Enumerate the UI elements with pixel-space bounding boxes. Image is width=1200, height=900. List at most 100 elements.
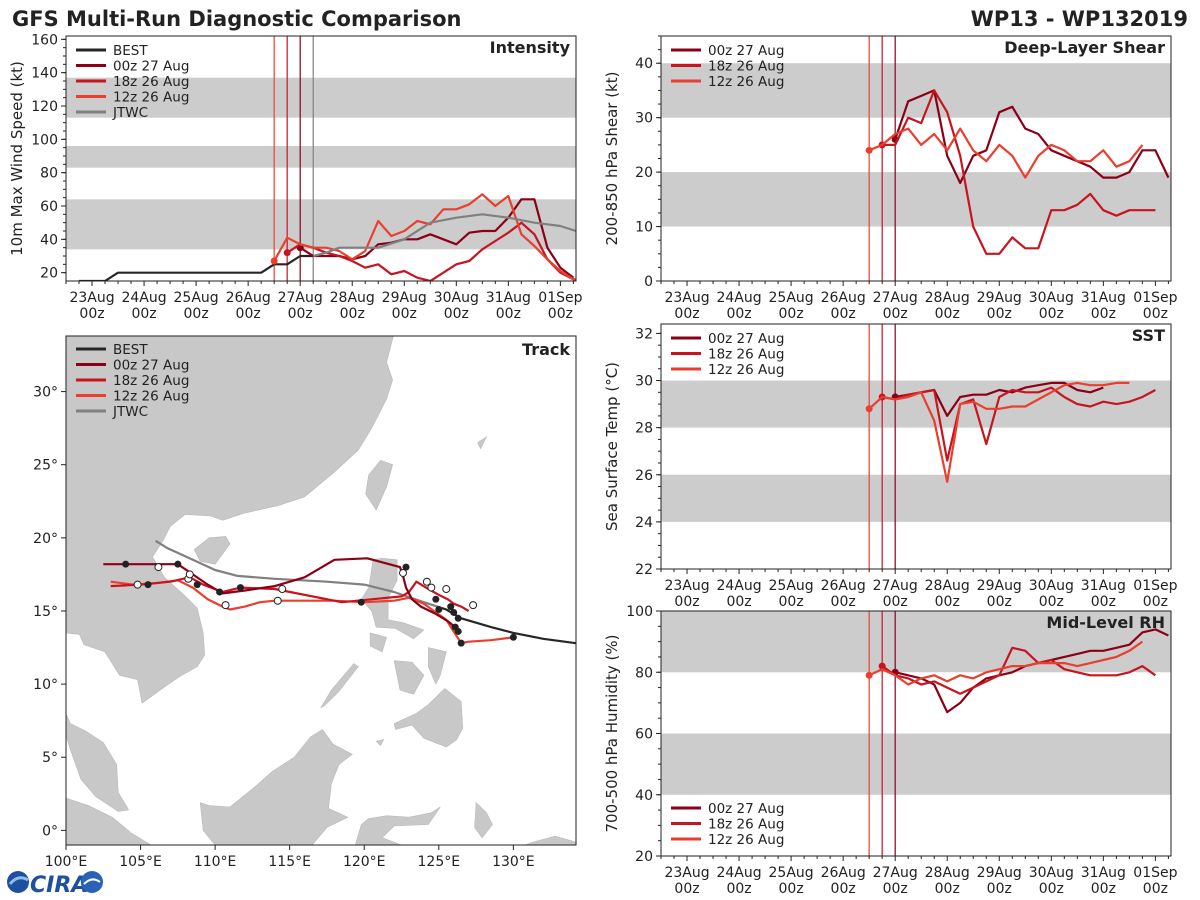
intensity-ytick-label: 140 <box>31 66 58 82</box>
rh-series-group <box>865 628 1169 714</box>
intensity-band-2 <box>66 77 576 118</box>
track-marker-filled-2-6 <box>144 581 152 589</box>
sst-band-1 <box>661 380 1171 428</box>
track-ytick-label: 0° <box>42 823 58 839</box>
storm-id: WP13 - WP132019 <box>971 7 1188 31</box>
shear-ylabel: 200-850 hPa Shear (kt) <box>603 72 621 246</box>
track-ytick-label: 30° <box>33 385 58 401</box>
rh-xtick-day: 26Aug <box>821 865 866 881</box>
intensity-ytick-label: 20 <box>40 266 58 282</box>
intensity-xtick-day: 23Aug <box>69 290 114 306</box>
shear-xtick-hour: 00z <box>1143 306 1168 322</box>
sst-xtick-hour: 00z <box>831 594 856 610</box>
rh-title: Mid-Level RH <box>1046 613 1165 632</box>
sst-ytick-label: 26 <box>635 468 653 484</box>
sulu-land <box>375 739 385 746</box>
shear-xtick-hour: 00z <box>779 306 804 322</box>
sst-xtick-hour: 00z <box>883 594 908 610</box>
sst-ytick-label: 22 <box>635 562 653 578</box>
sulawesi-land <box>354 806 441 845</box>
rh-ytick-label: 20 <box>635 849 653 865</box>
track-xtick-label: 105°E <box>119 854 162 870</box>
rh-xtick-day: 30Aug <box>1029 865 1074 881</box>
intensity-xtick-hour: 00z <box>340 306 365 322</box>
sst-xtick-day: 31Aug <box>1081 578 1126 594</box>
mainland-asia-land <box>66 336 394 704</box>
track-marker-filled-3-1 <box>457 639 465 647</box>
rh-xtick-day: 31Aug <box>1081 865 1126 881</box>
mindanao-land <box>393 688 464 748</box>
sst-series-line-2 <box>868 381 1130 483</box>
intensity-xtick-hour: 00z <box>236 306 261 322</box>
shear-ytick-label: 40 <box>635 56 653 72</box>
mindoro-land <box>369 632 387 653</box>
intensity-ytick-label: 120 <box>31 99 58 115</box>
sst-xtick-day: 24Aug <box>716 578 761 594</box>
track-ytick-label: 15° <box>33 604 58 620</box>
taiwan-land <box>365 459 393 511</box>
rh-xtick-day: 25Aug <box>769 865 814 881</box>
logo-text: CIRA <box>30 873 88 898</box>
malay-peninsula-land <box>66 637 130 812</box>
rh-legend-label-0: 00z 27 Aug <box>708 801 784 817</box>
sst-legend-label-1: 18z 26 Aug <box>708 347 784 363</box>
track-xtick-label: 120°E <box>343 854 386 870</box>
shear-ytick-label: 0 <box>644 274 653 290</box>
shear-xtick-hour: 00z <box>674 306 699 322</box>
intensity-xtick-hour: 00z <box>392 306 417 322</box>
track-marker-open-3-2 <box>422 577 431 586</box>
cira-logo: CIRA <box>7 871 103 898</box>
track-marker-filled-2-4 <box>216 588 224 596</box>
sst-xtick-day: 25Aug <box>769 578 814 594</box>
track-legend-label-4: JTWC <box>112 404 148 420</box>
track-ytick-label: 10° <box>33 677 58 693</box>
rh-xtick-hour: 00z <box>726 881 751 897</box>
intensity-xtick-day: 24Aug <box>121 290 166 306</box>
track-xtick-label: 100°E <box>45 854 88 870</box>
intensity-ytick-label: 80 <box>40 166 58 182</box>
intensity-xtick-hour: 00z <box>444 306 469 322</box>
sst-series-line-1 <box>882 386 1156 462</box>
track-xtick-label: 125°E <box>418 854 461 870</box>
rh-xtick-hour: 00z <box>935 881 960 897</box>
track-marker-filled-3-2 <box>357 598 365 606</box>
tracks-group <box>103 539 576 647</box>
track-line-3 <box>110 579 514 645</box>
sst-ytick-label: 28 <box>635 421 653 437</box>
sst-title: SST <box>1132 326 1165 345</box>
rh-series-start-point-1 <box>878 662 886 670</box>
intensity-xtick-day: 31Aug <box>486 290 531 306</box>
intensity-frame <box>65 35 577 282</box>
intensity-panel: 2040608010012014016023Aug00z24Aug00z25Au… <box>8 32 583 322</box>
land-group <box>66 336 576 845</box>
track-marker-filled-2-1 <box>450 608 458 616</box>
sst-xtick-hour: 00z <box>935 594 960 610</box>
track-marker-open-1-0 <box>399 568 408 577</box>
shear-xtick-day: 28Aug <box>925 290 970 306</box>
shear-xtick-day: 31Aug <box>1081 290 1126 306</box>
intensity-series-group <box>79 193 576 281</box>
track-marker-filled-4-0 <box>435 606 443 614</box>
track-legend-label-0: BEST <box>113 342 148 358</box>
track-frame <box>65 335 577 846</box>
new-guinea-land <box>525 835 576 845</box>
rh-xtick-day: 24Aug <box>716 865 761 881</box>
track-marker-filled-1-2 <box>402 563 410 571</box>
intensity-xtick-day: 30Aug <box>434 290 479 306</box>
track-marker-open-2-1 <box>278 585 287 594</box>
intensity-series-line-3 <box>273 193 576 281</box>
intensity-ylabel: 10m Max Wind Speed (kt) <box>8 61 26 256</box>
track-legend-label-3: 12z 26 Aug <box>113 389 189 405</box>
track-legend-label-1: 00z 27 Aug <box>113 358 189 374</box>
intensity-band-1 <box>66 146 576 168</box>
shear-xtick-hour: 00z <box>831 306 856 322</box>
sst-xtick-day: 30Aug <box>1029 578 1074 594</box>
sst-ytick-label: 32 <box>635 326 653 342</box>
intensity-xtick-day: 25Aug <box>174 290 219 306</box>
rh-ytick-label: 40 <box>635 788 653 804</box>
rh-xtick-hour: 00z <box>883 881 908 897</box>
rh-xtick-hour: 00z <box>831 881 856 897</box>
shear-xtick-hour: 00z <box>987 306 1012 322</box>
shear-series-group <box>865 89 1170 255</box>
figure-title: GFS Multi-Run Diagnostic Comparison <box>12 7 461 31</box>
